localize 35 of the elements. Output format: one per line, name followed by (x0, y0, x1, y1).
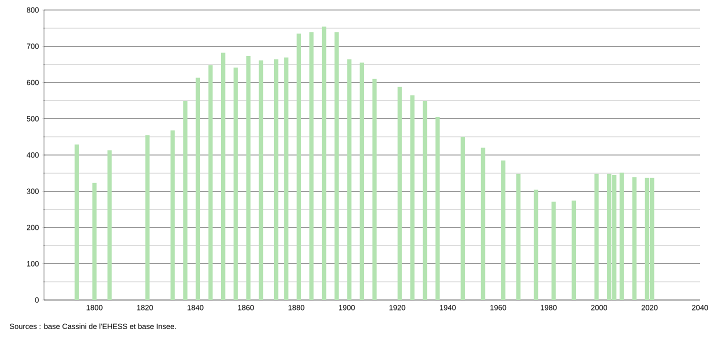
bar (258, 60, 264, 300)
bar (208, 65, 213, 300)
bar (170, 130, 175, 300)
bar (620, 172, 624, 300)
bar (220, 52, 226, 300)
bar (480, 148, 486, 300)
bar (422, 100, 428, 300)
bar (360, 62, 364, 300)
bar (460, 136, 465, 300)
bar (594, 174, 599, 300)
bar (74, 144, 79, 300)
bar (552, 202, 556, 300)
bar (183, 100, 188, 300)
bar (322, 26, 326, 300)
bar (246, 56, 251, 300)
bar (196, 78, 200, 300)
bar (284, 57, 288, 300)
bar (274, 59, 278, 300)
bar (398, 86, 402, 300)
bar (309, 32, 314, 300)
bar (501, 160, 506, 300)
bar (534, 190, 538, 300)
bar (107, 150, 112, 300)
bar (92, 182, 97, 300)
bar (234, 68, 238, 300)
bar (145, 135, 150, 300)
bar (372, 78, 377, 300)
bar (410, 95, 415, 300)
bar (334, 32, 339, 300)
bar (347, 59, 352, 300)
bar (435, 116, 440, 300)
bar (632, 177, 637, 300)
bar (572, 200, 576, 300)
bar (516, 174, 520, 300)
bar (296, 34, 301, 300)
